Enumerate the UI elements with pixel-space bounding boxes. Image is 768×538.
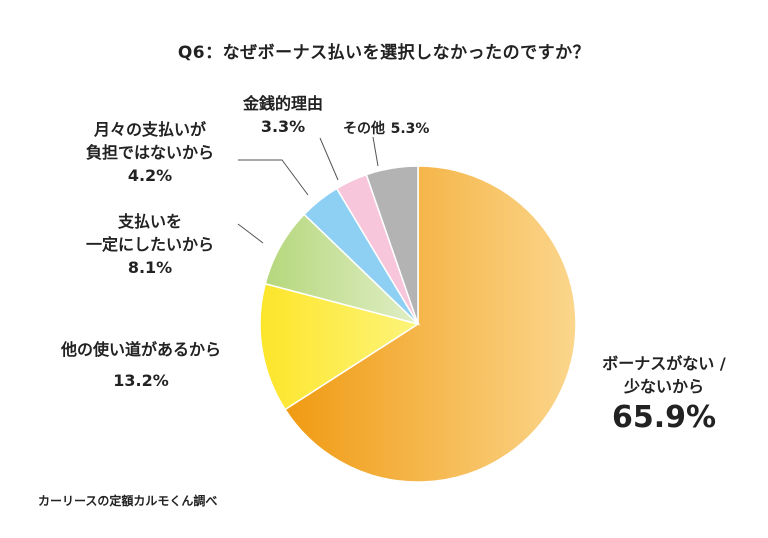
- label-bonus-value: 65.9%: [611, 400, 717, 436]
- label-other-name: その他: [343, 121, 385, 137]
- label-bonus-line1: ボーナスがない /: [602, 354, 726, 373]
- label-burden-value: 4.2%: [127, 166, 173, 186]
- leader-line-fixed: [237, 223, 264, 244]
- label-money-name: 金銭的理由: [242, 94, 323, 113]
- slice-label-bonus: ボーナスがない / 少ないから 65.9%: [574, 352, 754, 437]
- label-burden-line2: 負担ではないから: [85, 143, 214, 163]
- source-note: カーリースの定額カルモくん調べ: [38, 494, 218, 508]
- label-bonus-line2: 少ないから: [623, 377, 704, 397]
- label-fixed-line2: 一定にしたいから: [85, 235, 214, 255]
- chart-title: Q6：なぜボーナス払いを選択しなかったのですか？: [177, 43, 591, 63]
- pie-slice-6: [365, 165, 419, 325]
- label-money-value: 3.3%: [260, 117, 306, 137]
- slice-label-money: 金銭的理由 3.3%: [228, 92, 338, 138]
- pie-slice-2: [259, 282, 420, 411]
- pie-slice-1: [284, 165, 577, 483]
- label-other-use-value: 13.2%: [113, 371, 169, 391]
- slice-label-burden: 月々の支払いが 負担ではないから 4.2%: [60, 118, 240, 188]
- slice-label-other-use: 他の使い道があるから 13.2%: [36, 338, 246, 392]
- leader-line-burden: [238, 159, 309, 196]
- label-burden-line1: 月々の支払いが: [93, 120, 206, 139]
- slice-label-other: その他 5.3%: [343, 116, 429, 139]
- label-other-value: 5.3%: [390, 121, 430, 137]
- slice-label-fixed: 支払いを 一定にしたいから 8.1%: [60, 210, 240, 280]
- leader-line-other: [372, 136, 379, 167]
- label-other-use-name: 他の使い道があるから: [60, 340, 221, 359]
- leader-line-money: [319, 137, 339, 181]
- label-fixed-value: 8.1%: [127, 258, 173, 278]
- label-fixed-line1: 支払いを: [117, 212, 182, 231]
